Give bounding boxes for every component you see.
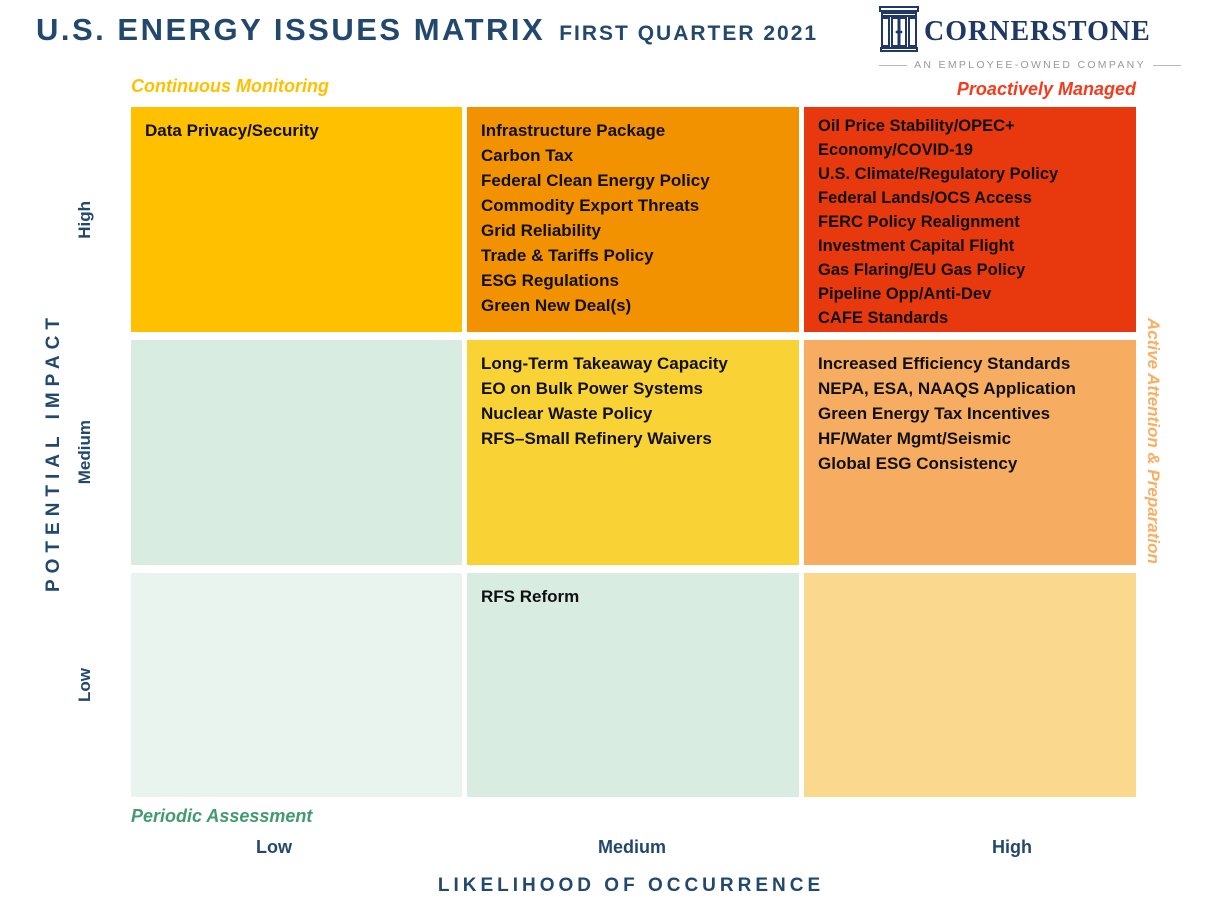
matrix-cell-medium-medium: Long-Term Takeaway Capacity EO on Bulk Po… [467, 340, 799, 565]
issue-item: Gas Flaring/EU Gas Policy [818, 261, 1026, 279]
issue-item: HF/Water Mgmt/Seismic [818, 429, 1012, 448]
issue-item: Infrastructure Package [481, 121, 666, 140]
issues-matrix-grid: Data Privacy/Security Infrastructure Pac… [131, 107, 1136, 797]
tagline-rule-right [1152, 64, 1181, 66]
issue-item: Pipeline Opp/Anti-Dev [818, 285, 992, 303]
issue-item: Long-Term Takeaway Capacity [481, 354, 728, 373]
issue-item: Investment Capital Flight [818, 237, 1015, 255]
issue-item: NEPA, ESA, NAAQS Application [818, 379, 1076, 398]
matrix-cell-low-medium: RFS Reform [467, 573, 799, 797]
page-title-sub: FIRST QUARTER 2021 [559, 22, 819, 45]
issue-item: ESG Regulations [481, 271, 619, 290]
issue-item: FERC Policy Realignment [818, 213, 1020, 231]
issue-item: Economy/COVID-19 [818, 141, 973, 159]
x-axis-title: LIKELIHOOD OF OCCURRENCE [437, 875, 825, 896]
quadrant-label-active-attention: Active Attention & Preparation [1144, 318, 1163, 564]
y-axis-label-low: Low [75, 668, 94, 702]
logo-tagline: AN EMPLOYEE-OWNED COMPANY [914, 59, 1146, 71]
issue-item: Carbon Tax [481, 146, 574, 165]
issue-item: Trade & Tariffs Policy [481, 246, 654, 265]
matrix-cell-low-low [131, 573, 462, 797]
x-axis-label-medium: Medium [597, 837, 667, 857]
issue-item: U.S. Climate/Regulatory Policy [818, 165, 1059, 183]
issue-item: Federal Lands/OCS Access [818, 189, 1032, 207]
tagline-rule-left [879, 64, 908, 66]
matrix-cell-low-high [804, 573, 1136, 797]
issue-item: Data Privacy/Security [145, 121, 319, 140]
logo-tagline-row: AN EMPLOYEE-OWNED COMPANY [879, 59, 1181, 71]
matrix-cell-high-low: Data Privacy/Security [131, 107, 462, 332]
quadrant-label-continuous-monitoring: Continuous Monitoring [131, 76, 329, 96]
matrix-cell-high-high: Oil Price Stability/OPEC+ Economy/COVID-1… [804, 107, 1136, 332]
logo-wordmark: CORNERSTONE [924, 16, 1151, 47]
y-axis-title: POTENTIAL IMPACT [43, 311, 64, 593]
page-title-main: U.S. ENERGY ISSUES MATRIX [36, 12, 546, 47]
issue-item: Green Energy Tax Incentives [818, 404, 1051, 423]
issue-item: Green New Deal(s) [481, 296, 632, 315]
matrix-cell-high-medium: Infrastructure Package Carbon Tax Federal … [467, 107, 799, 332]
page-title: U.S. ENERGY ISSUES MATRIX FIRST QUARTER 2… [36, 12, 818, 48]
cornerstone-logo: CORNERSTONE AN EMPLOYEE-OWNED COMPANY [879, 6, 1181, 71]
issue-item: Global ESG Consistency [818, 454, 1018, 473]
x-axis-label-low: Low [256, 837, 292, 857]
matrix-cell-medium-low [131, 340, 462, 565]
matrix-cell-medium-high: Increased Efficiency Standards NEPA, ESA,… [804, 340, 1136, 565]
issue-item: Commodity Export Threats [481, 196, 700, 215]
issue-item: Nuclear Waste Policy [481, 404, 653, 423]
issue-item: Oil Price Stability/OPEC+ [818, 117, 1015, 135]
issue-item: RFS–Small Refinery Waivers [481, 429, 712, 448]
issue-item: CAFE Standards [818, 309, 949, 327]
issue-item: EO on Bulk Power Systems [481, 379, 704, 398]
x-axis-label-high: High [992, 837, 1032, 857]
building-columns-icon [879, 6, 919, 58]
quadrant-label-periodic-assessment: Periodic Assessment [131, 806, 313, 826]
quadrant-label-proactively-managed: Proactively Managed [956, 79, 1136, 99]
issue-item: RFS Reform [481, 587, 580, 606]
issue-item: Grid Reliability [481, 221, 601, 240]
issue-item: Increased Efficiency Standards [818, 354, 1071, 373]
y-axis-label-high: High [75, 200, 94, 239]
issue-item: Federal Clean Energy Policy [481, 171, 710, 190]
y-axis-label-medium: Medium [75, 420, 94, 485]
